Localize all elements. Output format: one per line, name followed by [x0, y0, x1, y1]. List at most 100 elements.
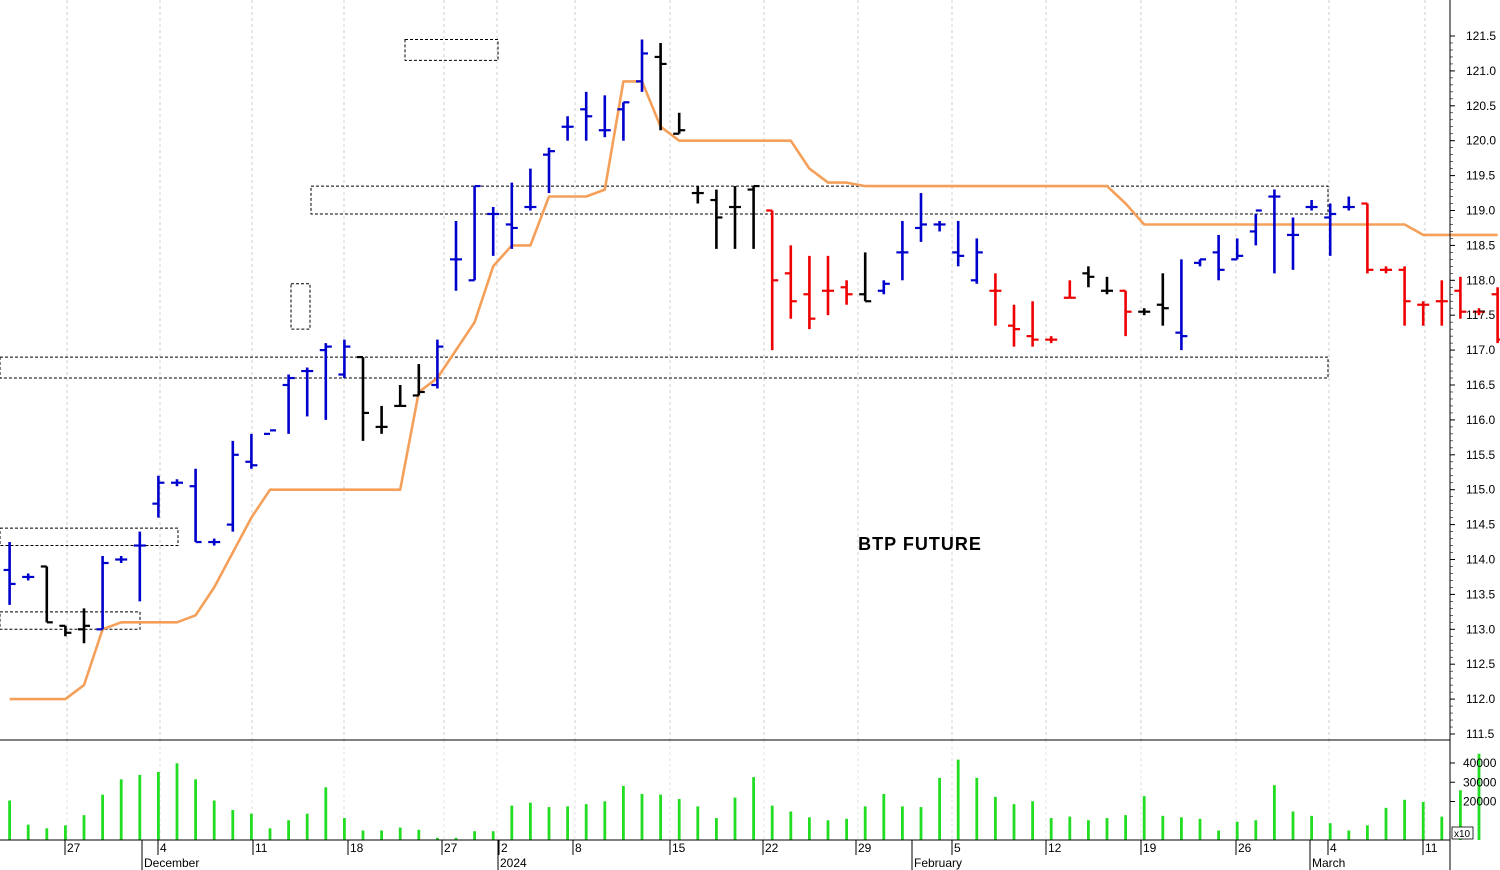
price-bar — [1287, 217, 1299, 270]
price-bar — [319, 343, 332, 420]
price-bar — [598, 95, 611, 138]
chart-title: BTP FUTURE — [858, 534, 982, 554]
grid-lines — [66, 0, 1426, 840]
price-bar — [487, 207, 500, 256]
price-bars — [3, 39, 1500, 644]
day-label: 4 — [1330, 841, 1337, 855]
price-bar — [822, 255, 834, 316]
price-bar — [1082, 266, 1095, 288]
volume-multiplier-box — [1451, 826, 1474, 840]
price-bar — [245, 433, 258, 469]
price-bar — [803, 255, 816, 330]
volume-bars — [8, 753, 1481, 840]
price-bar — [40, 565, 53, 624]
range-box — [310, 185, 1329, 215]
price-bar — [524, 168, 537, 211]
price-bar — [1342, 196, 1355, 211]
price-bar — [1138, 308, 1151, 316]
price-tick-label: 114.5 — [1466, 518, 1495, 532]
price-bar — [375, 405, 388, 434]
price-bar — [357, 355, 369, 441]
price-tick-label: 111.5 — [1466, 727, 1495, 741]
price-tick-label: 115.5 — [1466, 448, 1495, 462]
price-tick-label: 113.5 — [1466, 587, 1495, 601]
price-bar — [1101, 276, 1113, 295]
price-bar — [877, 280, 890, 295]
price-tick-label: 116.0 — [1466, 413, 1495, 427]
price-bar — [1063, 280, 1076, 299]
price-bar — [1380, 266, 1392, 274]
price-bar — [1249, 209, 1262, 246]
price-bar — [691, 186, 704, 204]
month-label: December — [144, 856, 199, 870]
price-axis-labels: 111.5 112.0 112.5 113.0 113.5 114.0 114.5 115.0… — [1450, 29, 1496, 741]
price-bar — [3, 542, 16, 605]
price-bar — [784, 245, 797, 319]
day-label: 18 — [350, 841, 364, 855]
day-label: 11 — [1425, 841, 1438, 855]
price-bar — [264, 429, 276, 435]
price-tick-label: 118.0 — [1466, 273, 1495, 287]
price-bar — [915, 193, 927, 242]
price-bar — [896, 220, 909, 281]
price-bar — [673, 112, 686, 135]
price-bar — [1212, 234, 1225, 281]
envelope-line — [9, 80, 1498, 701]
price-bar — [394, 385, 407, 408]
price-tick-label: 120.5 — [1466, 99, 1496, 113]
price-bar — [189, 468, 202, 544]
date-axis-labels: 27 4 11 18 27 2 8 15 22 29 5 12 19 26 4 11 December 2024 F… — [64, 840, 1438, 870]
price-bar — [543, 147, 555, 194]
price-bar — [729, 186, 741, 249]
day-label: 12 — [1048, 841, 1062, 855]
price-bar — [1417, 301, 1430, 326]
price-bar — [1324, 203, 1337, 256]
range-box — [404, 38, 499, 61]
day-label: 29 — [858, 841, 872, 855]
volume-tick-label: 20000 — [1463, 795, 1497, 809]
price-bar — [989, 273, 1002, 326]
range-box — [0, 356, 1329, 379]
price-bar — [1473, 308, 1485, 316]
price-bar — [226, 440, 239, 532]
price-bar — [468, 184, 481, 282]
price-tick-label: 112.0 — [1466, 692, 1495, 706]
price-bar — [171, 479, 183, 487]
price-tick-label: 121.0 — [1466, 64, 1496, 78]
day-label: 5 — [954, 841, 961, 855]
price-bar — [617, 101, 630, 141]
price-bar — [1175, 259, 1188, 351]
day-label: 27 — [67, 841, 81, 855]
price-bar — [450, 220, 462, 291]
price-bar — [338, 339, 351, 379]
price-bar — [1491, 287, 1500, 344]
price-tick-label: 112.5 — [1466, 657, 1495, 671]
price-bar — [301, 367, 314, 417]
price-bar — [1156, 273, 1169, 326]
price-tick-label: 114.0 — [1466, 553, 1495, 567]
price-tick-label: 117.5 — [1466, 308, 1495, 322]
price-bar — [840, 280, 853, 305]
price-bar — [78, 608, 90, 644]
day-label: 15 — [672, 841, 686, 855]
price-bar — [561, 116, 574, 141]
price-tick-label: 119.5 — [1466, 169, 1495, 183]
month-label: February — [914, 856, 962, 870]
price-bar — [208, 538, 221, 546]
price-bar — [431, 339, 444, 389]
price-tick-label: 117.0 — [1466, 343, 1495, 357]
price-bar — [1231, 238, 1244, 261]
day-label: 4 — [160, 841, 167, 855]
price-bar — [1008, 304, 1020, 347]
range-box — [290, 283, 311, 330]
price-bar — [747, 184, 760, 249]
price-tick-label: 118.5 — [1466, 238, 1495, 252]
price-bar — [505, 182, 518, 249]
price-bar — [766, 209, 779, 351]
day-label: 11 — [255, 841, 268, 855]
price-bar — [1119, 289, 1132, 337]
price-bar — [1454, 276, 1467, 319]
range-box — [0, 527, 179, 547]
price-bar — [580, 91, 593, 141]
